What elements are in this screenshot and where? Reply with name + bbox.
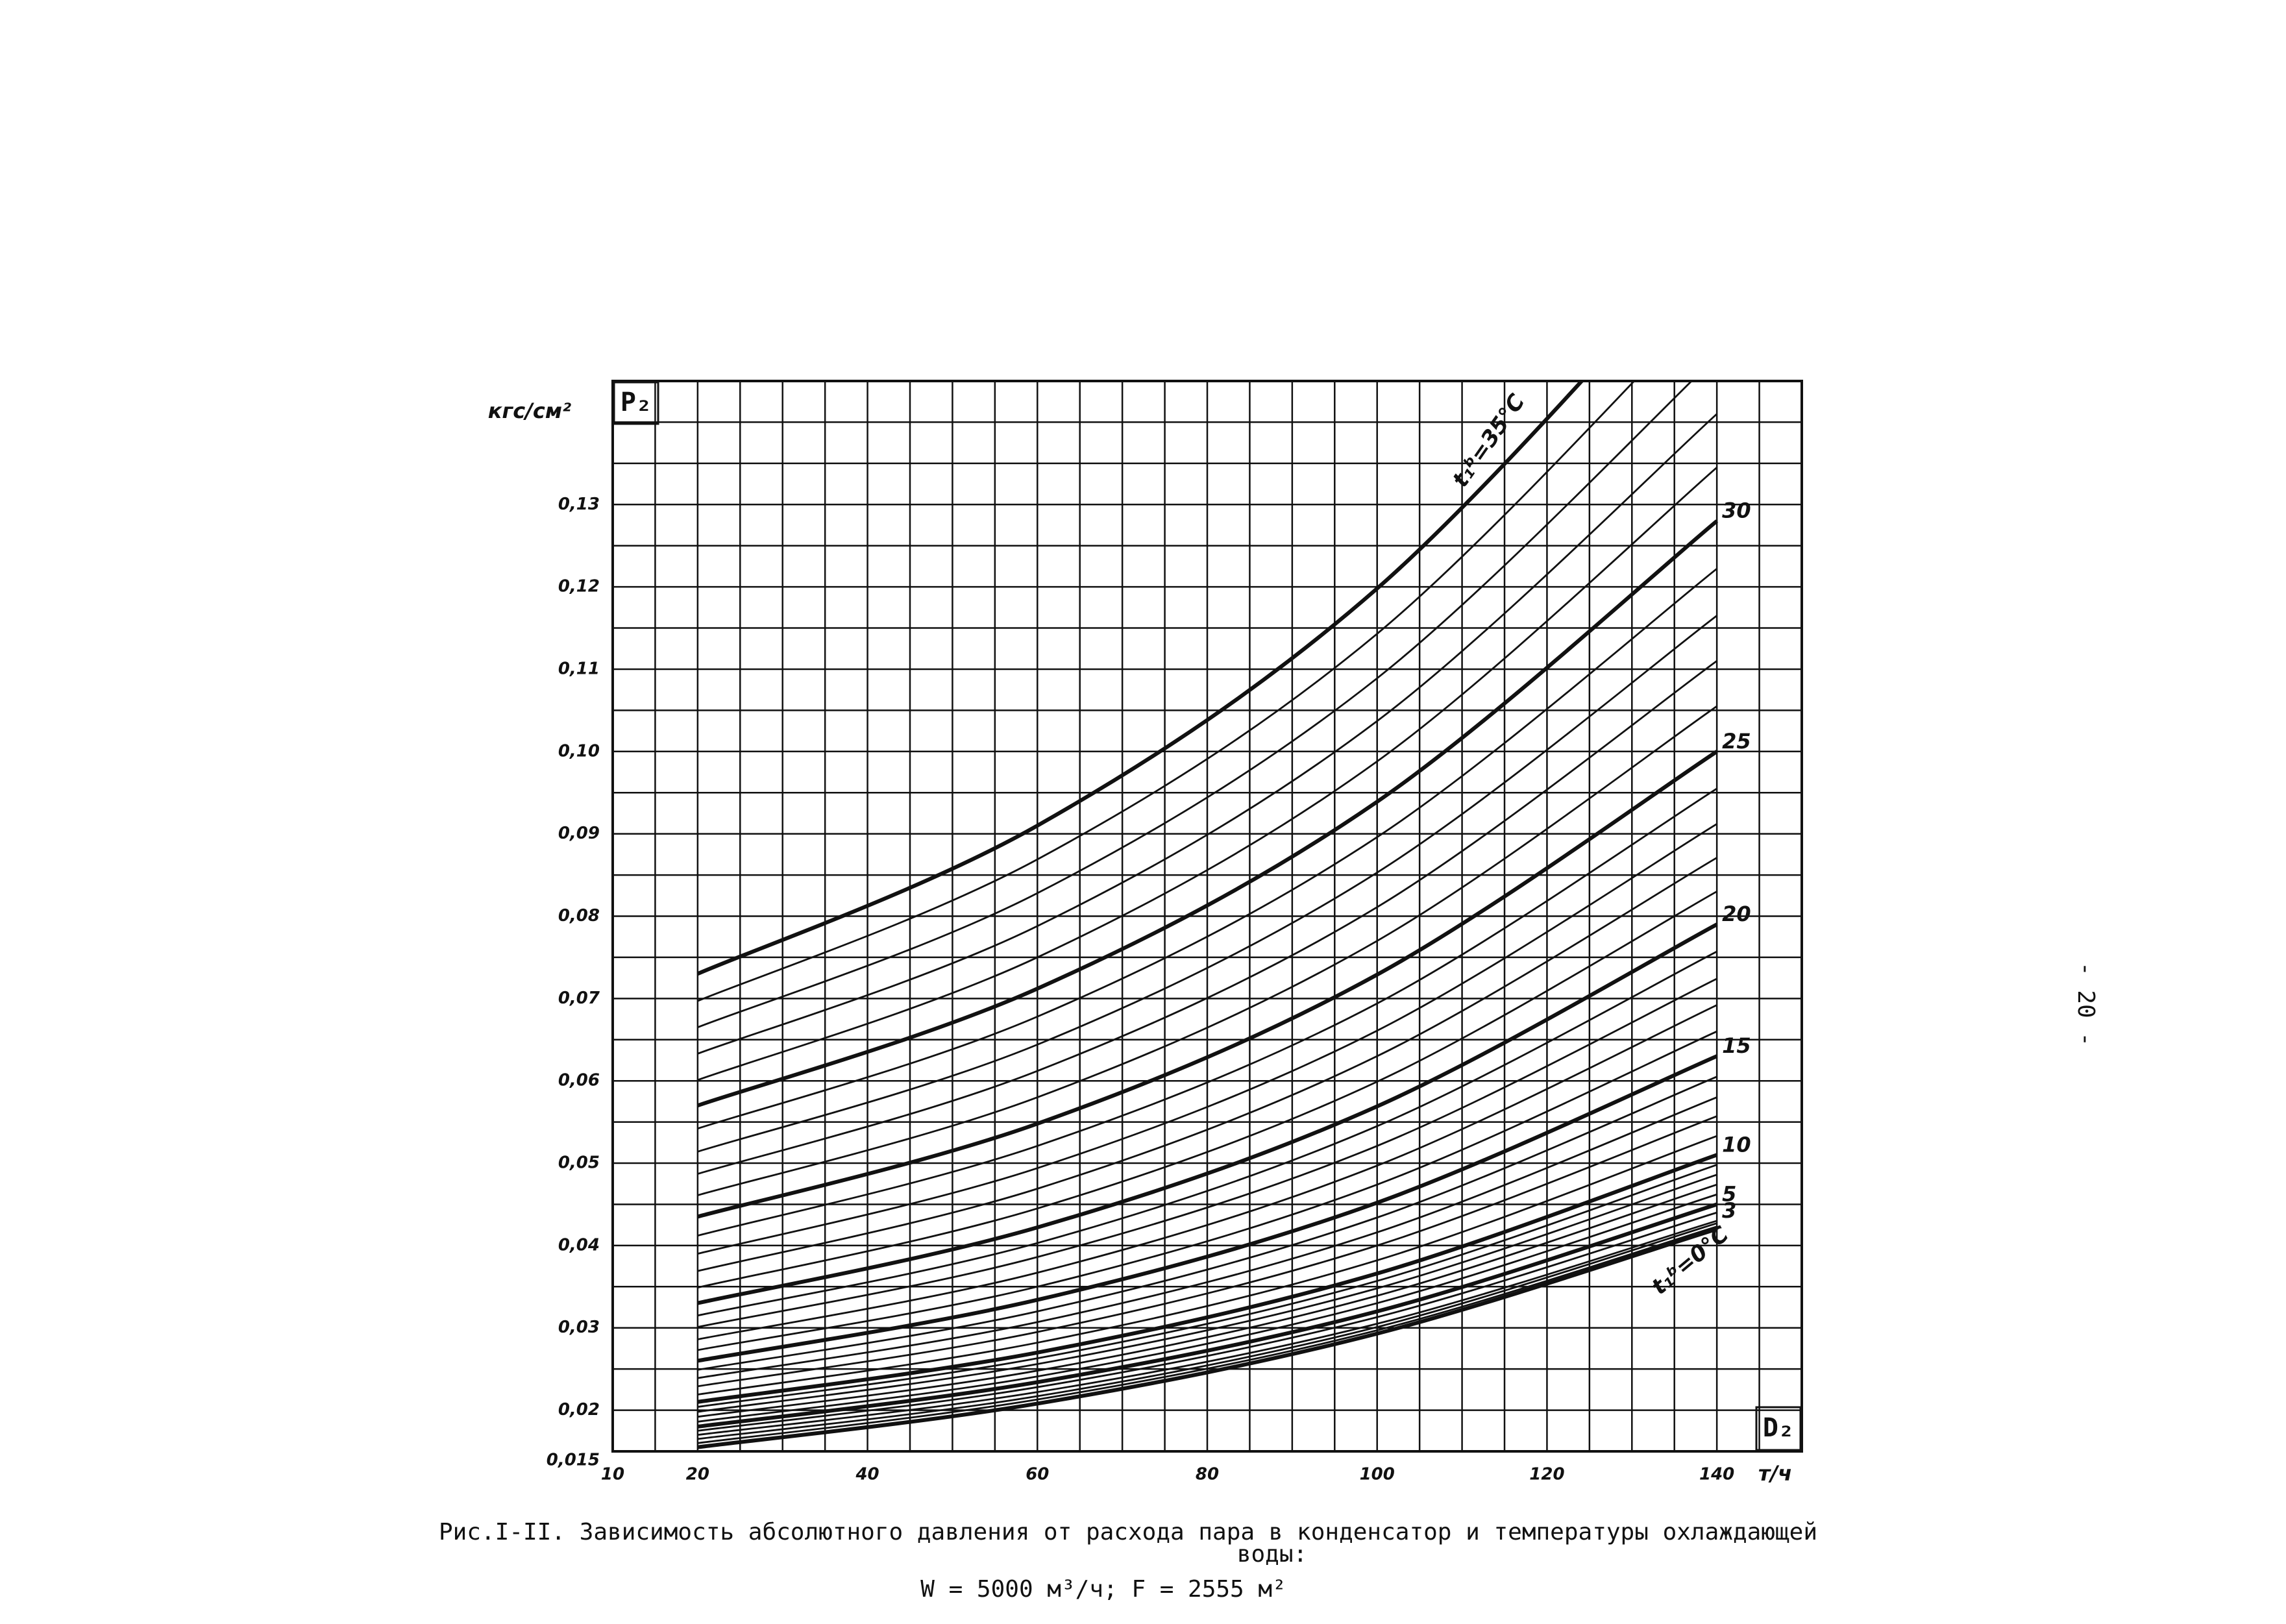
curve: [697, 1227, 1718, 1449]
curve: [697, 950, 1717, 1317]
curve: [697, 1211, 1717, 1432]
curve: [697, 381, 1693, 1029]
y-tick-label: 0,13: [558, 495, 600, 514]
x-tick-label: 80: [1196, 1465, 1219, 1484]
curve: [697, 978, 1717, 1328]
y-tick-label: 0,12: [558, 577, 600, 597]
curve-label: 30: [1722, 498, 1751, 523]
y-tick-label: 0,05: [558, 1153, 600, 1173]
y-tick-label: 0,09: [558, 824, 600, 843]
y-tick-label: 0,11: [558, 659, 600, 678]
curve: [697, 1054, 1718, 1363]
curve: [697, 1004, 1717, 1340]
curve-label: 5: [1722, 1181, 1736, 1206]
y-tick-label: 0,07: [558, 989, 600, 1008]
y-name: P₂: [621, 388, 652, 417]
curve: [697, 1222, 1717, 1440]
curve: [697, 891, 1717, 1288]
x-tick-label: 40: [855, 1465, 879, 1484]
grid: [611, 380, 1803, 1453]
y-tick-label: 0,03: [558, 1318, 600, 1337]
curve-label: 15: [1722, 1033, 1751, 1058]
curve-label: t₁ᵇ=0°C: [1647, 1222, 1734, 1301]
curve: [697, 787, 1717, 1237]
curve-label: 25: [1722, 729, 1751, 754]
y-tick-label: 0,015: [547, 1451, 600, 1470]
curve: [697, 1135, 1717, 1396]
curve: [697, 1183, 1717, 1418]
curve-label: 3: [1722, 1198, 1736, 1223]
caption-line: воды:: [1237, 1541, 1307, 1568]
curve: [697, 857, 1717, 1272]
x-tick-label: 20: [686, 1465, 709, 1484]
curve: [696, 381, 1585, 976]
curve: [696, 519, 1719, 1108]
curves: [696, 381, 1719, 1449]
curve: [697, 1220, 1717, 1436]
curve: [697, 705, 1717, 1196]
curve: [697, 615, 1717, 1153]
curve: [697, 1164, 1717, 1408]
curve: [697, 823, 1717, 1255]
x-tick-label: 10: [601, 1465, 624, 1484]
curve: [697, 413, 1718, 1055]
curve: [697, 381, 1636, 1002]
x-unit: т/ч: [1758, 1461, 1792, 1486]
curve-label: 20: [1722, 902, 1751, 926]
curve: [697, 467, 1718, 1081]
curve-label: t₁ᵇ=35°C: [1447, 389, 1530, 492]
curve: [697, 1193, 1717, 1423]
curve: [697, 1030, 1717, 1351]
curve: [697, 1202, 1718, 1429]
caption-line: W = 5000 м³/ч; F = 2555 м²: [920, 1576, 1286, 1603]
curve: [697, 750, 1718, 1219]
plot-frame: [611, 380, 1803, 1453]
curve-label: 10: [1722, 1132, 1751, 1157]
curve: [697, 1115, 1717, 1388]
curve: [697, 1153, 1718, 1404]
y-tick-label: 0,10: [558, 741, 600, 761]
x-name-box: [1755, 1406, 1802, 1451]
y-name-box: [613, 381, 659, 425]
x-tick-label: 60: [1026, 1465, 1049, 1484]
x-tick-label: 120: [1529, 1465, 1564, 1484]
curve: [697, 1174, 1717, 1413]
x-tick-label: 140: [1699, 1465, 1734, 1484]
curve: [697, 1076, 1717, 1371]
y-tick-label: 0,08: [558, 906, 600, 926]
curve: [697, 568, 1718, 1130]
x-tick-label: 100: [1360, 1465, 1395, 1484]
curve: [697, 1225, 1717, 1444]
y-tick-label: 0,06: [558, 1071, 600, 1090]
curve: [697, 922, 1718, 1305]
x-name: D₂: [1763, 1413, 1794, 1443]
y-tick-label: 0,02: [558, 1400, 600, 1420]
y-tick-label: 0,04: [558, 1235, 600, 1255]
y-unit: кгс/см²: [488, 399, 571, 423]
page-number: - 20 -: [2072, 962, 2099, 1046]
curve: [697, 660, 1717, 1175]
caption-line: Рис.I-II. Зависимость абсолютного давлен…: [439, 1519, 1817, 1545]
curve: [697, 1096, 1717, 1379]
